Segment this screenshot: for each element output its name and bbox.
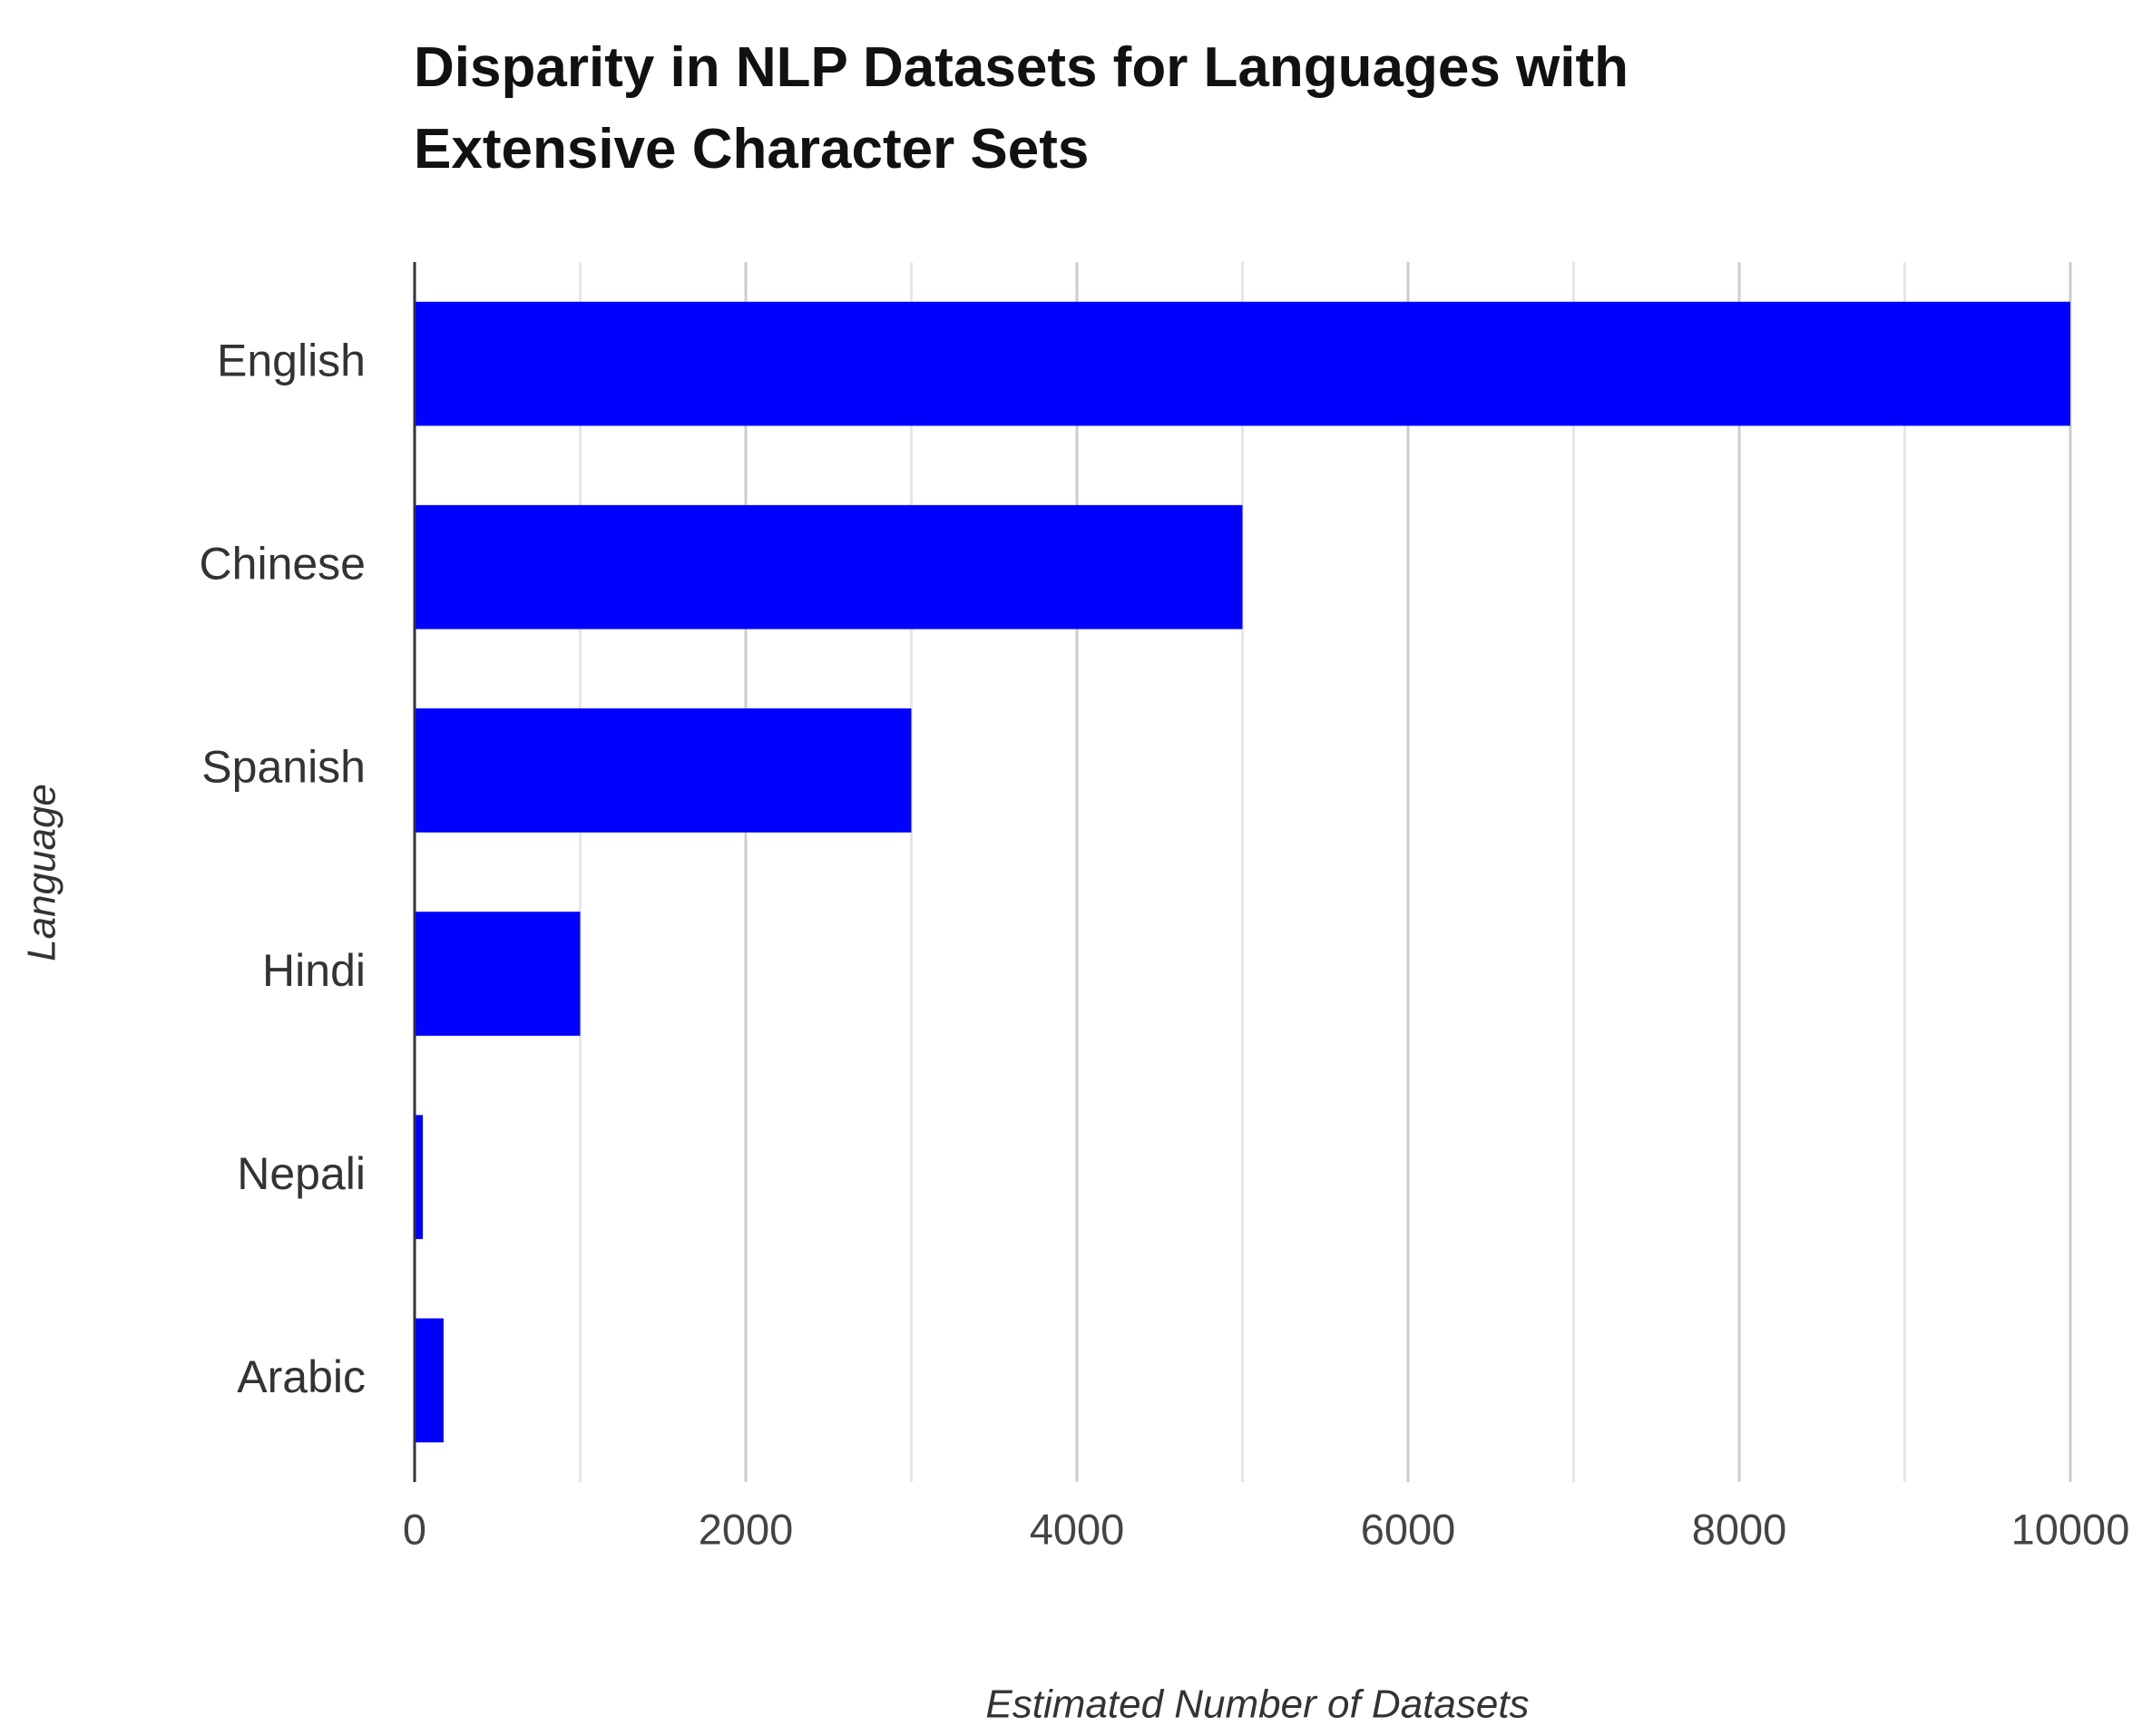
bar [415, 912, 581, 1036]
x-axis-label: Estimated Number of Datasets [985, 1682, 1529, 1727]
y-tick-label: Nepali [237, 1148, 366, 1199]
bar [415, 301, 2070, 426]
y-tick-label: Chinese [200, 538, 366, 589]
x-tick-label: 4000 [1030, 1505, 1125, 1553]
y-tick-label: Spanish [201, 742, 366, 793]
bar [415, 708, 912, 833]
bar [415, 1115, 424, 1240]
x-tick-label: 10000 [2011, 1505, 2130, 1553]
y-tick-label: English [217, 335, 366, 385]
bar [415, 1318, 444, 1443]
chart-title: Disparity in NLP Datasets for Languages … [414, 36, 1629, 180]
x-tick-label: 0 [403, 1505, 426, 1553]
y-tick-label: Arabic [237, 1351, 366, 1402]
x-tick-label: 8000 [1692, 1505, 1787, 1553]
bar [415, 504, 1243, 629]
y-tick-label: Hindi [262, 945, 366, 996]
x-tick-label: 2000 [699, 1505, 794, 1553]
y-axis-label: Language [20, 784, 64, 961]
x-tick-label: 6000 [1361, 1505, 1456, 1553]
